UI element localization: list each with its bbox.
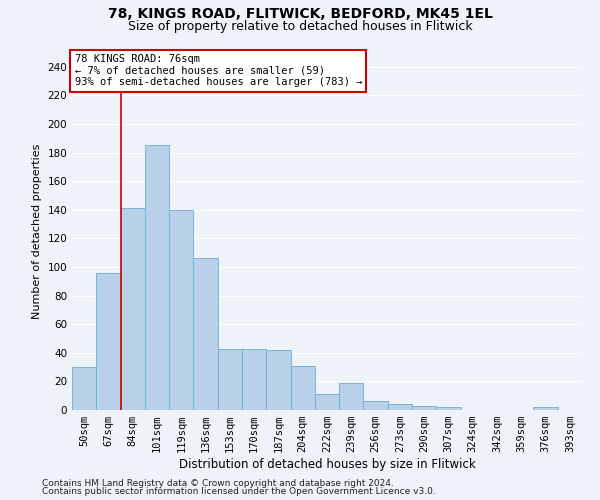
Bar bbox=[193, 258, 218, 410]
Bar bbox=[145, 146, 169, 410]
Bar bbox=[339, 383, 364, 410]
Text: Contains HM Land Registry data © Crown copyright and database right 2024.: Contains HM Land Registry data © Crown c… bbox=[42, 478, 394, 488]
Bar bbox=[436, 407, 461, 410]
X-axis label: Distribution of detached houses by size in Flitwick: Distribution of detached houses by size … bbox=[179, 458, 475, 471]
Bar bbox=[364, 402, 388, 410]
Text: 78 KINGS ROAD: 76sqm
← 7% of detached houses are smaller (59)
93% of semi-detach: 78 KINGS ROAD: 76sqm ← 7% of detached ho… bbox=[74, 54, 362, 88]
Bar bbox=[96, 272, 121, 410]
Bar bbox=[315, 394, 339, 410]
Bar bbox=[533, 407, 558, 410]
Bar bbox=[169, 210, 193, 410]
Bar bbox=[121, 208, 145, 410]
Bar bbox=[412, 406, 436, 410]
Bar bbox=[242, 348, 266, 410]
Y-axis label: Number of detached properties: Number of detached properties bbox=[32, 144, 42, 319]
Text: Contains public sector information licensed under the Open Government Licence v3: Contains public sector information licen… bbox=[42, 487, 436, 496]
Bar bbox=[72, 367, 96, 410]
Bar bbox=[266, 350, 290, 410]
Bar bbox=[218, 348, 242, 410]
Text: 78, KINGS ROAD, FLITWICK, BEDFORD, MK45 1EL: 78, KINGS ROAD, FLITWICK, BEDFORD, MK45 … bbox=[107, 8, 493, 22]
Text: Size of property relative to detached houses in Flitwick: Size of property relative to detached ho… bbox=[128, 20, 472, 33]
Bar bbox=[290, 366, 315, 410]
Bar bbox=[388, 404, 412, 410]
